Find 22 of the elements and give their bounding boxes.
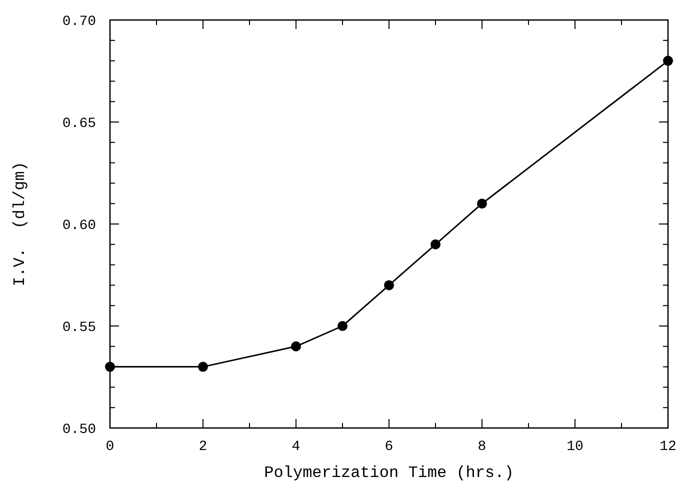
point [338, 321, 348, 331]
y-axis-title: I.V. (dl/gm) [11, 162, 29, 286]
x-tick-label: 8 [478, 439, 486, 455]
point [430, 239, 440, 250]
x-tick-label: 12 [660, 439, 676, 455]
x-axis-title: Polymerization Time (hrs.) [264, 464, 514, 482]
y-tick-label: 0.70 [62, 14, 96, 30]
point [198, 362, 208, 372]
point [384, 280, 394, 290]
point [477, 198, 487, 209]
point [663, 56, 673, 66]
x-tick-label: 4 [292, 439, 300, 455]
x-tick-label: 0 [106, 439, 114, 455]
y-tick-label: 0.55 [62, 320, 96, 336]
point [291, 341, 301, 352]
point [105, 362, 115, 372]
y-tick-label: 0.60 [62, 218, 96, 234]
x-tick-label: 2 [198, 439, 208, 455]
y-tick-label: 0.50 [62, 422, 96, 438]
x-tick-label: 6 [384, 439, 394, 455]
y-tick-label: 0.65 [62, 116, 96, 132]
x-tick-label: 10 [566, 439, 584, 455]
